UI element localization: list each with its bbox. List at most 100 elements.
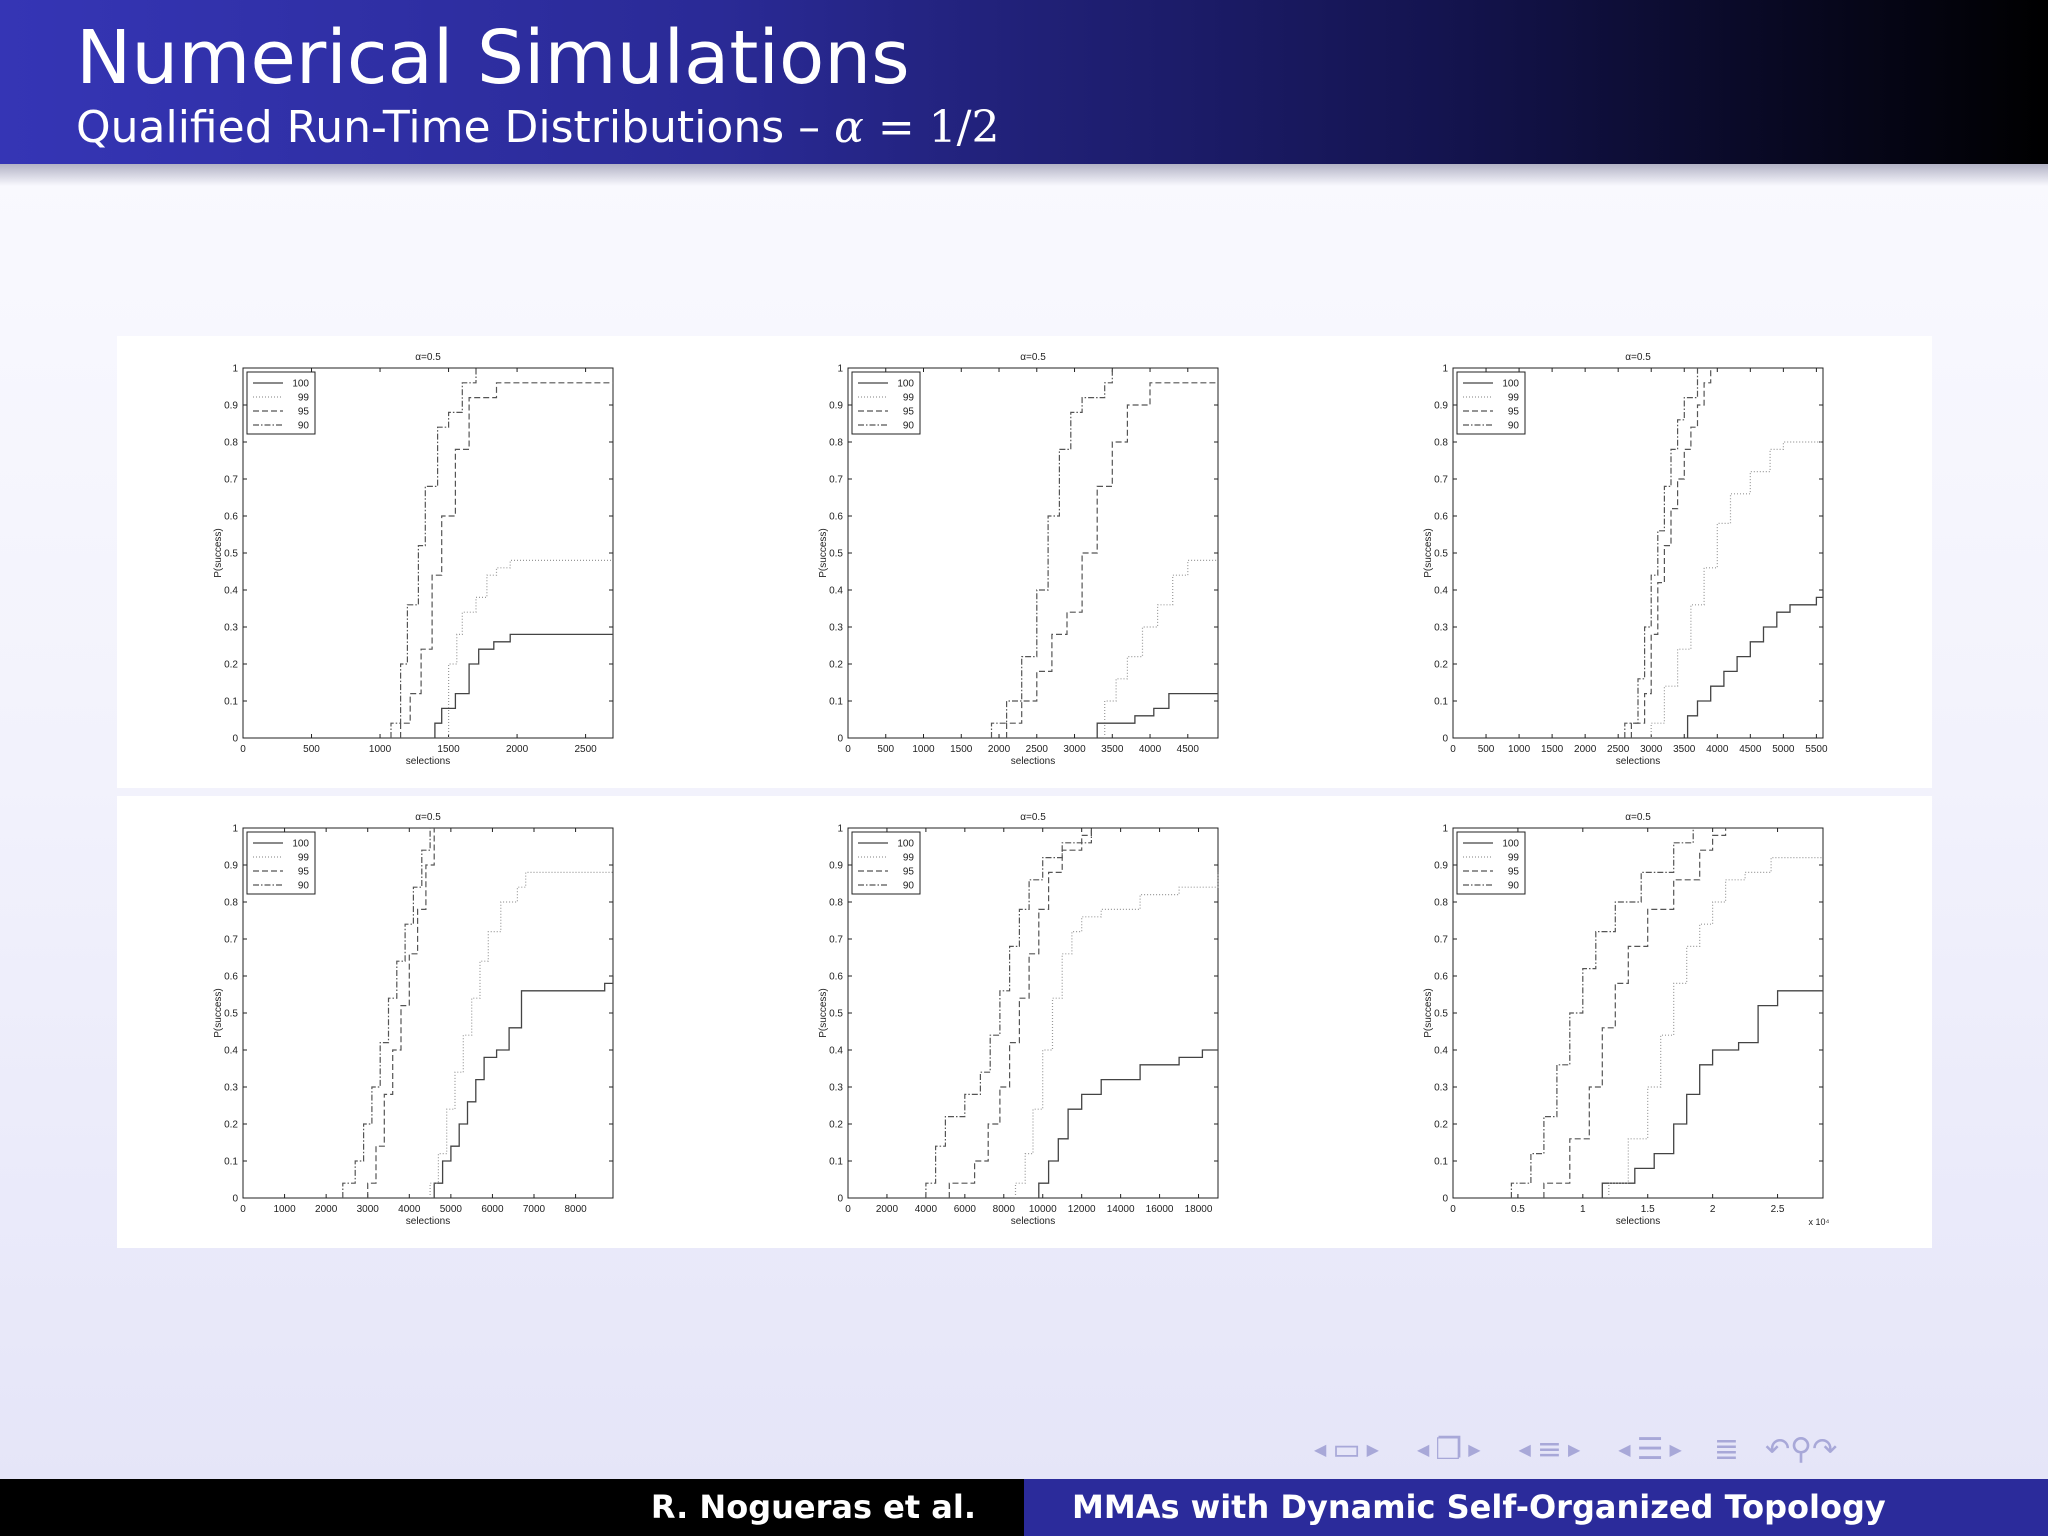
y-tick-label: 0 bbox=[837, 734, 843, 745]
x-tick-label: 10000 bbox=[1029, 1204, 1057, 1215]
slide-footer: R. Nogueras et al. MMAs with Dynamic Sel… bbox=[0, 1479, 2048, 1536]
y-tick-label: 0 bbox=[232, 734, 238, 745]
series-line-95 bbox=[948, 828, 1092, 1198]
x-tick-label: 2.5 bbox=[1771, 1204, 1785, 1215]
y-axis-label: P(success) bbox=[1423, 988, 1434, 1037]
legend-label-95: 95 bbox=[298, 407, 310, 418]
menu-icon[interactable]: ≣ bbox=[1713, 1432, 1739, 1467]
nav-subsection[interactable]: ◀ ❐ ▶ bbox=[1411, 1432, 1487, 1468]
x-tick-label: 7000 bbox=[523, 1204, 546, 1215]
series-line-95 bbox=[1006, 382, 1218, 738]
arrow-left-icon[interactable]: ◀ bbox=[1618, 1440, 1631, 1459]
slide-subtitle: Qualified Run-Time Distributions – α = 1… bbox=[76, 100, 999, 156]
chart-title: α=0.5 bbox=[1020, 352, 1046, 363]
y-tick-label: 0.9 bbox=[224, 401, 238, 412]
x-tick-label: 0 bbox=[240, 744, 246, 755]
x-tick-label: 0 bbox=[1450, 1204, 1456, 1215]
charts-svg: 00.10.20.30.40.50.60.70.80.910 500 1000 150… bbox=[213, 352, 1830, 1227]
y-tick-label: 0.1 bbox=[829, 697, 843, 708]
figure-top-strip bbox=[117, 336, 1932, 788]
arrow-left-icon[interactable]: ◀ bbox=[1518, 1440, 1531, 1459]
beamer-navigation: ◀ ▭ ▶ ◀ ❐ ▶ ◀ ≡ ▶ ◀ ☰ ▶ ≣ ↶ ⚲ ↷ bbox=[1308, 1432, 1863, 1468]
frame-icon[interactable]: ▭ bbox=[1332, 1432, 1361, 1467]
legend-label-99: 99 bbox=[903, 853, 915, 864]
arrow-right-icon[interactable]: ▶ bbox=[1468, 1440, 1481, 1459]
arrow-left-icon[interactable]: ◀ bbox=[1416, 1440, 1430, 1459]
y-tick-label: 0 bbox=[1442, 1194, 1448, 1205]
legend-label-90: 90 bbox=[1508, 881, 1520, 892]
x-tick-label: 0.5 bbox=[1511, 1204, 1525, 1215]
series-line-95 bbox=[367, 828, 435, 1198]
series-line-90 bbox=[342, 828, 431, 1198]
y-tick-label: 0.3 bbox=[224, 1083, 238, 1094]
x-tick-label: 6000 bbox=[954, 1204, 977, 1215]
legend-label-100: 100 bbox=[897, 379, 914, 390]
y-tick-label: 0.1 bbox=[224, 1157, 238, 1168]
chart-5: 0 0.1 0.2 0.3 0.4 0.5 0.6 0.7 0.8 0.9 1 0 2000 4000 60… bbox=[818, 812, 1219, 1227]
x-tick-label: 500 bbox=[303, 744, 320, 755]
section-icon[interactable]: ≡ bbox=[1536, 1432, 1562, 1467]
y-tick-label: 0.5 bbox=[1434, 549, 1448, 560]
y-tick-label: 0.7 bbox=[1434, 935, 1448, 946]
x-tick-label: 4000 bbox=[1139, 744, 1162, 755]
arrow-right-icon[interactable]: ▶ bbox=[1567, 1440, 1581, 1459]
y-tick-label: 0.6 bbox=[1434, 972, 1448, 983]
arrow-right-icon[interactable]: ▶ bbox=[1366, 1440, 1379, 1459]
y-tick-label: 0.2 bbox=[1434, 1120, 1448, 1131]
y-tick-label: 0.9 bbox=[1434, 861, 1448, 872]
x-tick-label: 2000 bbox=[988, 744, 1011, 755]
legend-label-99: 99 bbox=[1508, 853, 1520, 864]
legend-box bbox=[1456, 371, 1526, 435]
legend-box bbox=[246, 371, 316, 435]
y-tick-label: 0.9 bbox=[829, 401, 843, 412]
x-tick-label: 2000 bbox=[506, 744, 529, 755]
series-line-99 bbox=[448, 559, 613, 738]
search-icon[interactable]: ⚲ bbox=[1790, 1432, 1813, 1467]
legend-box bbox=[851, 371, 921, 435]
series-line-90 bbox=[1624, 368, 1699, 738]
y-tick-label: 0.4 bbox=[829, 586, 843, 597]
arrow-right-icon[interactable]: ▶ bbox=[1669, 1440, 1682, 1459]
x-axis-label: selections bbox=[1616, 1216, 1660, 1227]
legend-label-100: 100 bbox=[897, 839, 914, 850]
series-line-99 bbox=[429, 871, 613, 1198]
x-tick-label: 5000 bbox=[1772, 744, 1795, 755]
legend-box bbox=[246, 831, 316, 895]
x-tick-label: 14000 bbox=[1107, 1204, 1135, 1215]
x-tick-label: 4500 bbox=[1739, 744, 1762, 755]
nav-section[interactable]: ◀ ≡ ▶ bbox=[1513, 1432, 1587, 1468]
series-line-100 bbox=[1096, 692, 1218, 738]
presentation-icon[interactable]: ☰ bbox=[1636, 1432, 1664, 1467]
redo-icon[interactable]: ↷ bbox=[1812, 1432, 1838, 1467]
y-tick-label: 0.1 bbox=[1434, 1157, 1448, 1168]
arrow-left-icon[interactable]: ◀ bbox=[1314, 1440, 1327, 1459]
y-tick-label: 0.7 bbox=[224, 935, 238, 946]
nav-presentation[interactable]: ◀ ☰ ▶ bbox=[1612, 1432, 1688, 1468]
x-tick-label: 12000 bbox=[1068, 1204, 1096, 1215]
series-line-90 bbox=[990, 368, 1113, 738]
legend-label-95: 95 bbox=[1508, 867, 1520, 878]
series-line-99 bbox=[1104, 559, 1218, 738]
subsection-icon[interactable]: ❐ bbox=[1435, 1432, 1463, 1467]
x-tick-label: 2000 bbox=[315, 1204, 338, 1215]
x-tick-label: 1000 bbox=[273, 1204, 296, 1215]
y-tick-label: 0.1 bbox=[1434, 697, 1448, 708]
y-tick-label: 0.2 bbox=[829, 660, 843, 671]
nav-menu[interactable]: ≣ bbox=[1714, 1432, 1739, 1468]
undo-icon[interactable]: ↶ bbox=[1764, 1432, 1791, 1467]
footer-author: R. Nogueras et al. bbox=[0, 1479, 1024, 1536]
y-tick-label: 0.1 bbox=[224, 697, 238, 708]
legend-label-95: 95 bbox=[1508, 407, 1520, 418]
header-shadow bbox=[0, 164, 2048, 186]
nav-tools[interactable]: ↶ ⚲ ↷ bbox=[1765, 1432, 1837, 1468]
nav-frame[interactable]: ◀ ▭ ▶ bbox=[1308, 1432, 1385, 1468]
x-tick-label: 4000 bbox=[398, 1204, 421, 1215]
legend-label-90: 90 bbox=[903, 881, 915, 892]
series-line-90 bbox=[925, 828, 1092, 1198]
x-tick-label: 0 bbox=[1450, 744, 1456, 755]
slide-header: Numerical Simulations Qualified Run-Time… bbox=[0, 0, 2048, 186]
y-tick-label: 0.4 bbox=[224, 1046, 238, 1057]
legend-label-90: 90 bbox=[1508, 421, 1520, 432]
y-tick-label: 0.8 bbox=[1434, 438, 1448, 449]
y-tick-label: 0.6 bbox=[829, 512, 843, 523]
